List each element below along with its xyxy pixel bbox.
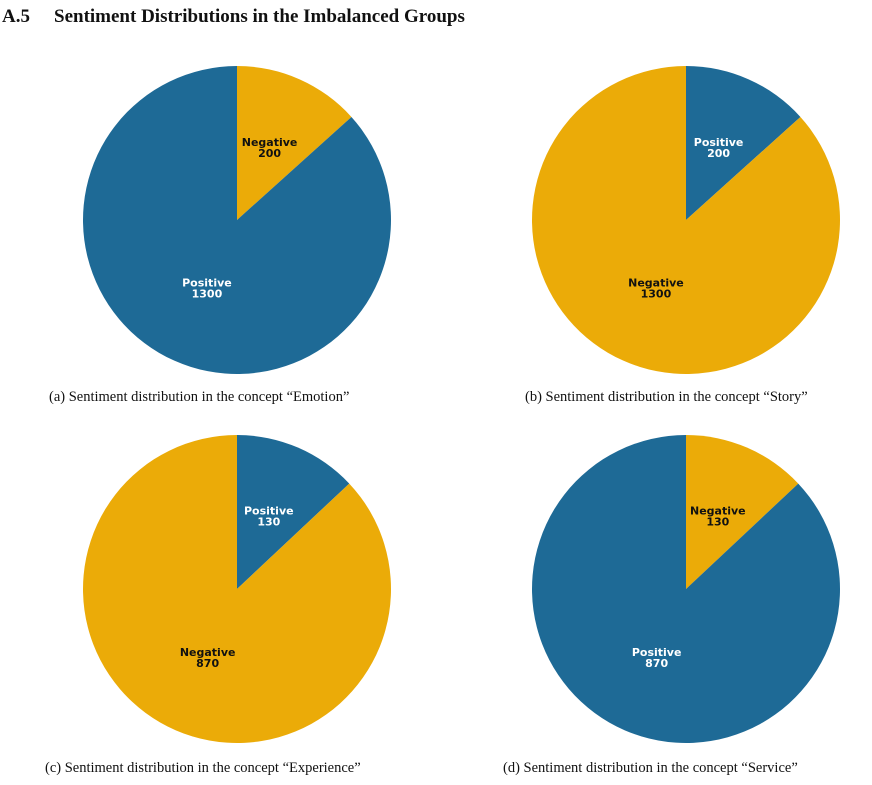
section-heading: A.5 Sentiment Distributions in the Imbala… [2, 6, 465, 28]
pie-slice-negative-story [531, 66, 840, 374]
pie-label-negative-service: Negative [690, 505, 746, 518]
pie-value-negative-story: 1300 [641, 288, 672, 301]
pie-label-negative-story: Negative [628, 277, 684, 290]
section-number: A.5 [2, 6, 30, 27]
pie-value-positive-service: 870 [645, 657, 668, 670]
pie-label-negative-emotion: Negative [242, 136, 298, 149]
pie-label-positive-story: Positive [694, 136, 744, 149]
pie-value-positive-emotion: 1300 [192, 288, 223, 301]
caption-service: (d) Sentiment distribution in the concep… [503, 760, 798, 776]
pie-value-negative-emotion: 200 [258, 147, 281, 160]
pie-label-positive-emotion: Positive [182, 277, 232, 290]
pie-slice-negative-emotion [237, 66, 352, 220]
pie-slice-positive-story [686, 66, 801, 220]
caption-story: (b) Sentiment distribution in the concep… [525, 389, 808, 405]
pie-label-negative-experience: Negative [180, 646, 236, 659]
pie-slice-positive-emotion [82, 66, 391, 374]
pie-slice-positive-service [532, 435, 840, 743]
caption-emotion: (a) Sentiment distribution in the concep… [49, 389, 350, 405]
pie-value-positive-story: 200 [707, 147, 730, 160]
pie-label-positive-service: Positive [632, 646, 682, 659]
caption-experience: (c) Sentiment distribution in the concep… [45, 760, 361, 776]
pie-value-positive-experience: 130 [257, 516, 280, 529]
pie-value-negative-experience: 870 [196, 657, 219, 670]
pie-value-negative-service: 130 [706, 516, 729, 529]
pie-slice-negative-service [686, 435, 799, 589]
section-title: Sentiment Distributions in the Imbalance… [54, 6, 465, 27]
pie-label-positive-experience: Positive [244, 505, 294, 518]
pie-slice-negative-experience [83, 435, 392, 743]
pie-slice-positive-experience [237, 435, 350, 589]
